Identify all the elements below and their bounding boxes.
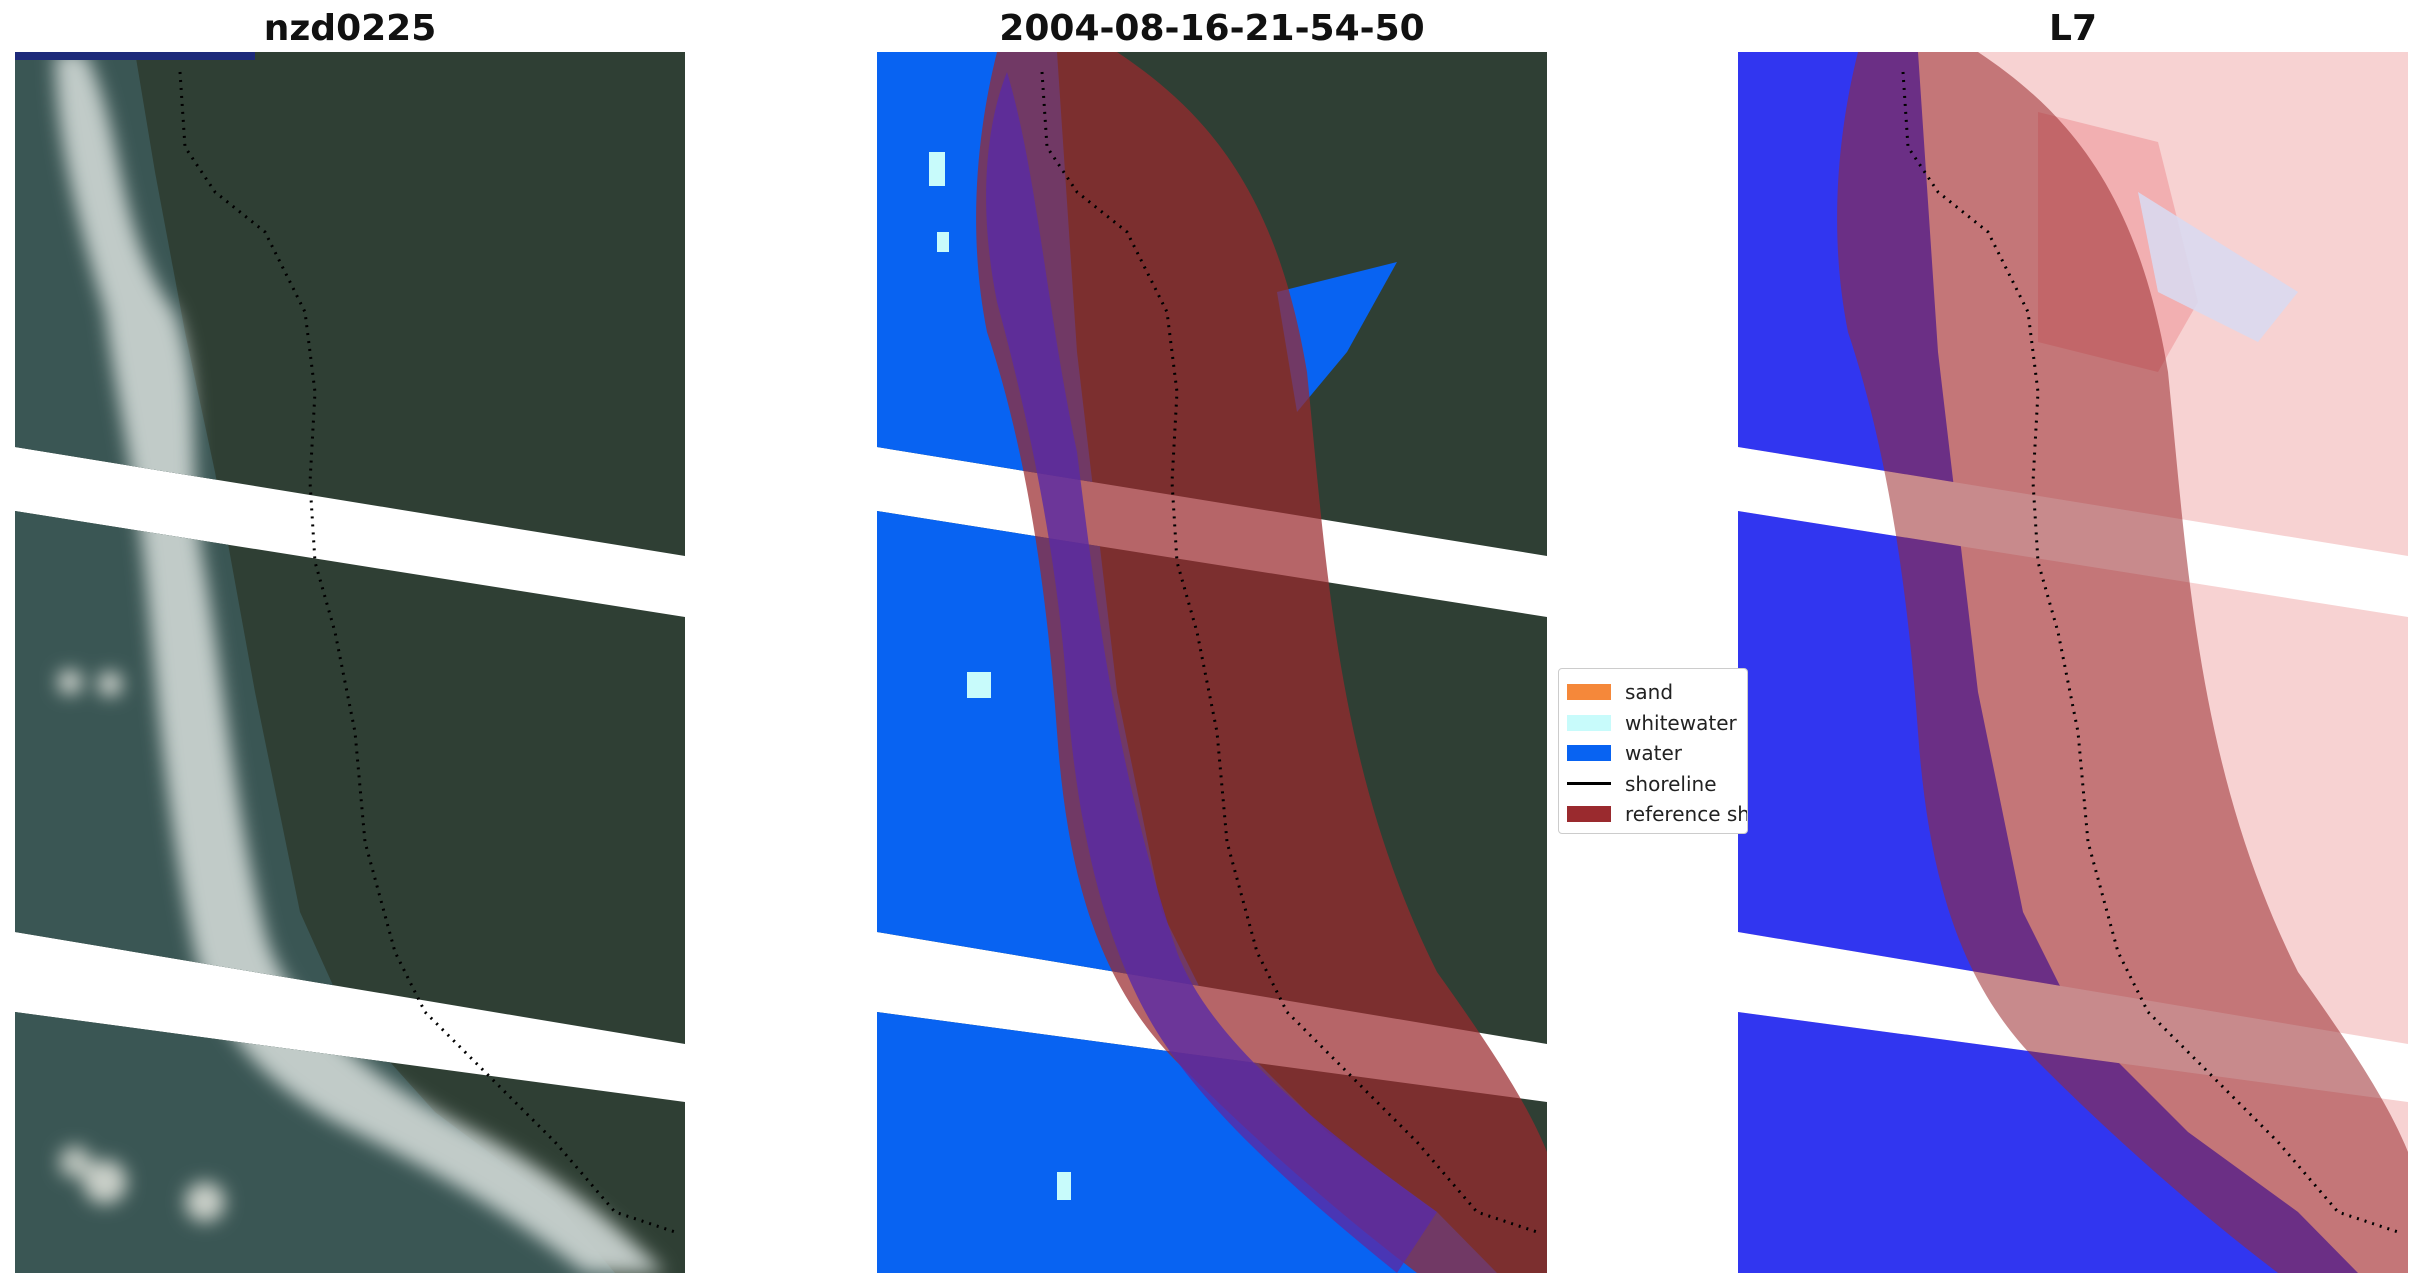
legend-item-shoreline: shoreline (1567, 769, 1747, 800)
index-image (1738, 52, 2408, 1273)
legend-swatch-water (1567, 745, 1611, 762)
legend-swatch-whitewater (1567, 714, 1611, 731)
legend: sand whitewater water shoreline referenc… (1558, 668, 1748, 834)
legend-swatch-sand (1567, 684, 1611, 701)
legend-item-water: water (1567, 738, 1747, 769)
shoreline-path (1040, 71, 1538, 1234)
shoreline-path (178, 71, 676, 1234)
panel-title-rgb: nzd0225 (263, 8, 437, 49)
classified-image-panel (877, 52, 1547, 1273)
rgb-image (15, 52, 685, 1273)
panel-title-index: L7 (2049, 8, 2097, 49)
legend-label-sand: sand (1625, 680, 1674, 705)
legend-label-reference-buffer: reference shoreline buffer (1625, 802, 1748, 827)
classified-image (877, 52, 1547, 1273)
shoreline-path (1901, 71, 2399, 1234)
legend-line-shoreline (1567, 782, 1611, 786)
panel-title-classified: 2004-08-16-21-54-50 (999, 8, 1425, 49)
legend-label-water: water (1625, 741, 1682, 766)
legend-item-sand: sand (1567, 677, 1747, 708)
rgb-image-panel (15, 52, 685, 1273)
legend-label-shoreline: shoreline (1625, 771, 1717, 796)
legend-item-whitewater: whitewater (1567, 708, 1747, 739)
index-image-panel (1738, 52, 2408, 1273)
legend-swatch-reference-buffer (1567, 806, 1611, 823)
legend-item-reference-buffer: reference shoreline buffer (1567, 799, 1747, 830)
legend-label-whitewater: whitewater (1625, 710, 1737, 735)
